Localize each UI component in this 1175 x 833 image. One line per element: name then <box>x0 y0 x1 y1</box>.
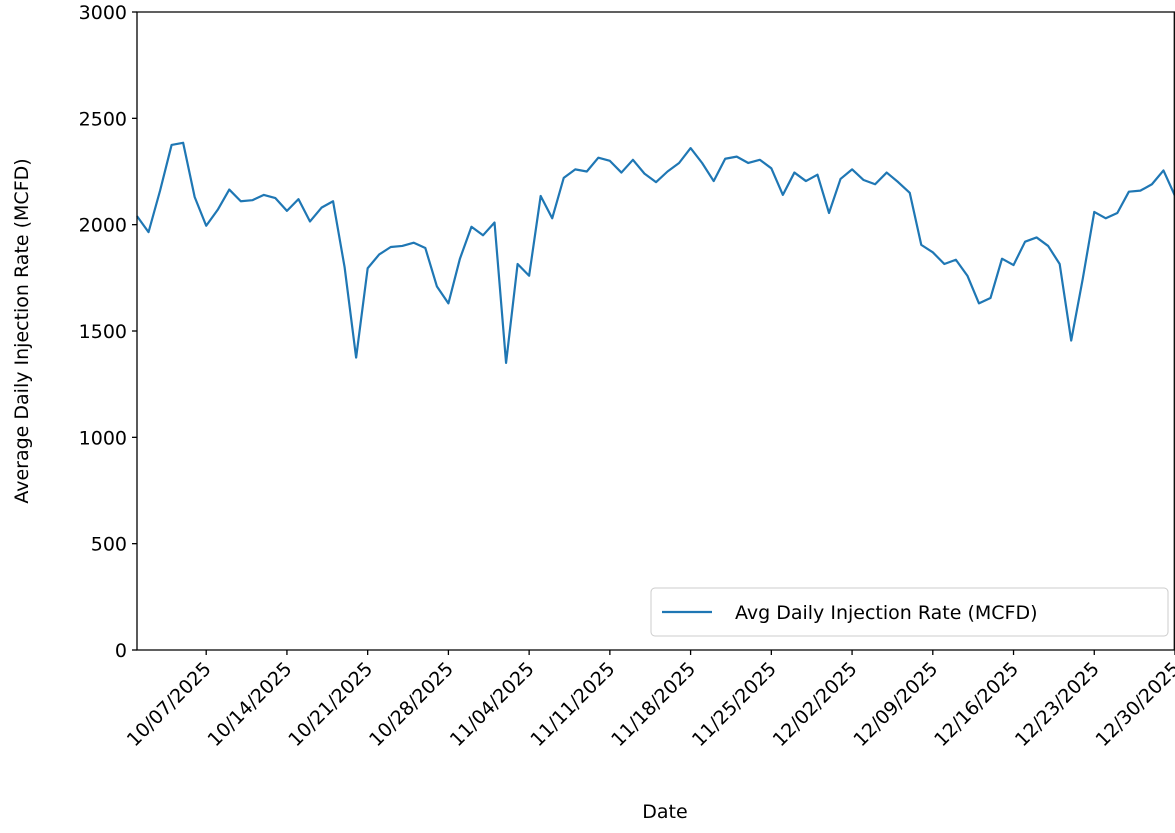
y-tick-label: 0 <box>115 640 127 662</box>
legend-label: Avg Daily Injection Rate (MCFD) <box>735 602 1038 624</box>
y-tick-label: 2000 <box>79 215 127 237</box>
y-tick-label: 500 <box>91 534 127 556</box>
y-tick-label: 1000 <box>79 427 127 449</box>
x-axis-title: Date <box>642 801 687 823</box>
legend: Avg Daily Injection Rate (MCFD) <box>650 587 1169 637</box>
axes-frame <box>136 11 1175 651</box>
x-tick-label: 10/14/2025 <box>203 658 296 751</box>
x-tick-label: 12/30/2025 <box>1092 658 1175 751</box>
x-tick-label: 11/11/2025 <box>526 658 619 751</box>
x-tick-label: 12/09/2025 <box>849 658 942 751</box>
x-tick-label: 12/02/2025 <box>769 658 862 751</box>
x-tick-label: 10/28/2025 <box>365 658 458 751</box>
y-tick-label: 2500 <box>79 108 127 130</box>
y-axis-title: Average Daily Injection Rate (MCFD) <box>11 158 33 503</box>
legend-box <box>650 587 1169 637</box>
x-tick-label: 11/04/2025 <box>446 658 539 751</box>
y-tick-label: 1500 <box>79 321 127 343</box>
x-tick-label: 10/07/2025 <box>123 658 216 751</box>
y-tick-label: 3000 <box>79 2 127 24</box>
x-tick-label: 11/18/2025 <box>607 658 700 751</box>
x-tick-label: 10/21/2025 <box>284 658 377 751</box>
data-line <box>136 141 1175 364</box>
x-tick-label: 12/16/2025 <box>930 658 1023 751</box>
x-tick-label: 12/23/2025 <box>1011 658 1104 751</box>
x-tick-label: 11/25/2025 <box>688 658 781 751</box>
